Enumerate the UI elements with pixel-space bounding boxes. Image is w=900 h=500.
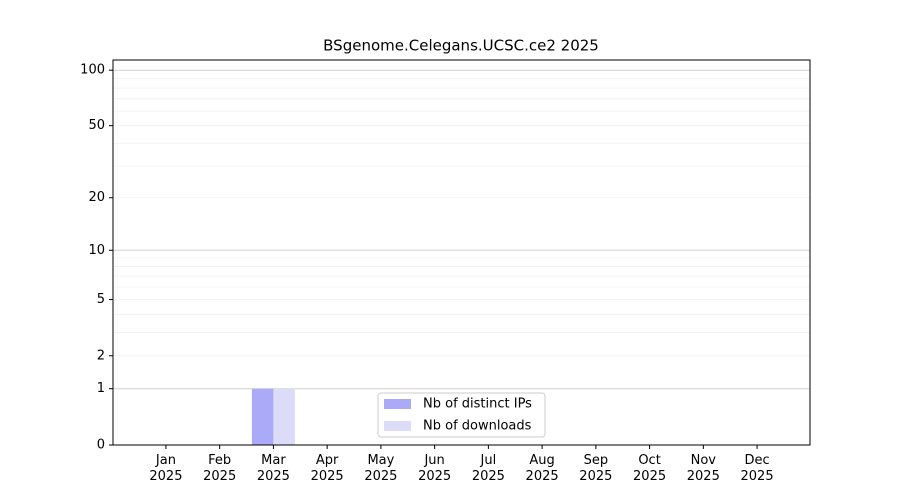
chart-title: BSgenome.Celegans.UCSC.ce2 2025: [323, 37, 599, 55]
y-tick-label: 100: [80, 63, 105, 78]
x-tick-label: Dec 2025: [740, 453, 774, 484]
bar: [251, 388, 274, 445]
plot-frame: [112, 59, 811, 446]
x-tick-label: Mar 2025: [256, 453, 290, 484]
x-tick-label: Sep 2025: [579, 453, 613, 484]
x-tick-label: Nov 2025: [686, 453, 720, 484]
legend-label: Nb of distinct IPs: [423, 397, 532, 412]
legend-label: Nb of downloads: [423, 419, 532, 434]
legend-swatch: [384, 399, 411, 409]
y-tick-label: 20: [88, 190, 105, 205]
x-tick-label: May 2025: [364, 453, 398, 484]
bar: [273, 388, 295, 445]
y-tick-label: 5: [97, 292, 105, 307]
x-tick-label: Aug 2025: [525, 453, 559, 484]
y-tick-label: 50: [88, 118, 105, 133]
y-tick-label: 2: [97, 348, 105, 363]
x-tick-label: Apr 2025: [310, 453, 344, 484]
x-tick-label: Jun 2025: [418, 453, 452, 484]
y-tick-label: 10: [88, 243, 105, 258]
x-tick-label: Oct 2025: [633, 453, 667, 484]
y-tick-label: 1: [97, 381, 105, 396]
x-tick-label: Jul 2025: [471, 453, 505, 484]
y-tick-label: 0: [97, 438, 105, 453]
x-tick-label: Feb 2025: [203, 453, 237, 484]
legend-box: [377, 392, 546, 438]
x-tick-label: Jan 2025: [149, 453, 183, 484]
legend-swatch: [384, 421, 411, 431]
